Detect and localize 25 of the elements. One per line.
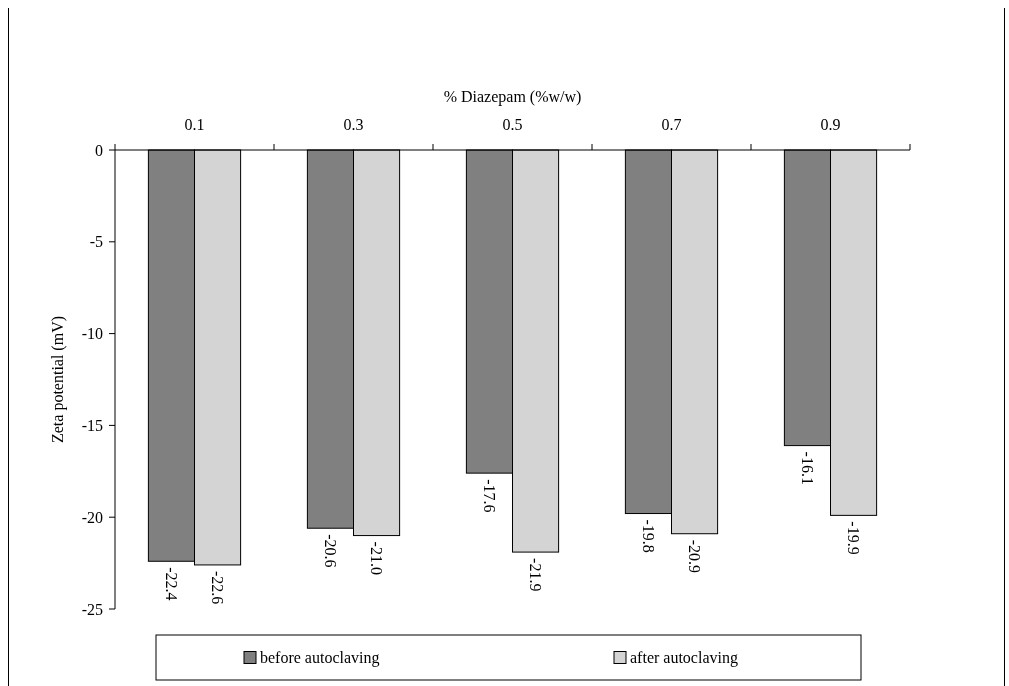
legend-label: before autoclaving [260,649,380,668]
x-tick-label: 0.3 [343,116,364,133]
data-label: -19.8 [639,519,657,553]
y-tick-label: -15 [81,417,103,434]
data-label: -19.9 [844,521,862,555]
data-label: -20.9 [685,539,703,574]
data-label: -22.4 [162,567,180,601]
y-tick-label: -20 [81,508,103,526]
data-label: -20.6 [321,534,339,568]
y-axis-title: Zeta potential (mV) [49,315,67,444]
x-tick-label: 0.1 [184,116,205,133]
y-tick-label: -25 [81,600,103,618]
x-tick-label: 0.9 [820,116,841,133]
legend-label: after autoclaving [630,649,738,668]
x-tick-label: 0.7 [661,116,682,133]
data-label: -22.6 [208,570,226,605]
data-label: -21.9 [526,558,544,592]
x-tick-label: 0.5 [502,116,523,133]
y-tick-label: -5 [89,233,103,251]
data-label: -17.6 [480,479,498,513]
x-axis-title: % Diazepam (%w/w) [443,88,582,106]
y-tick-label: 0 [95,141,103,159]
data-label: -21.0 [367,541,385,575]
data-label: -16.1 [798,451,816,485]
y-tick-label: -10 [81,325,103,343]
